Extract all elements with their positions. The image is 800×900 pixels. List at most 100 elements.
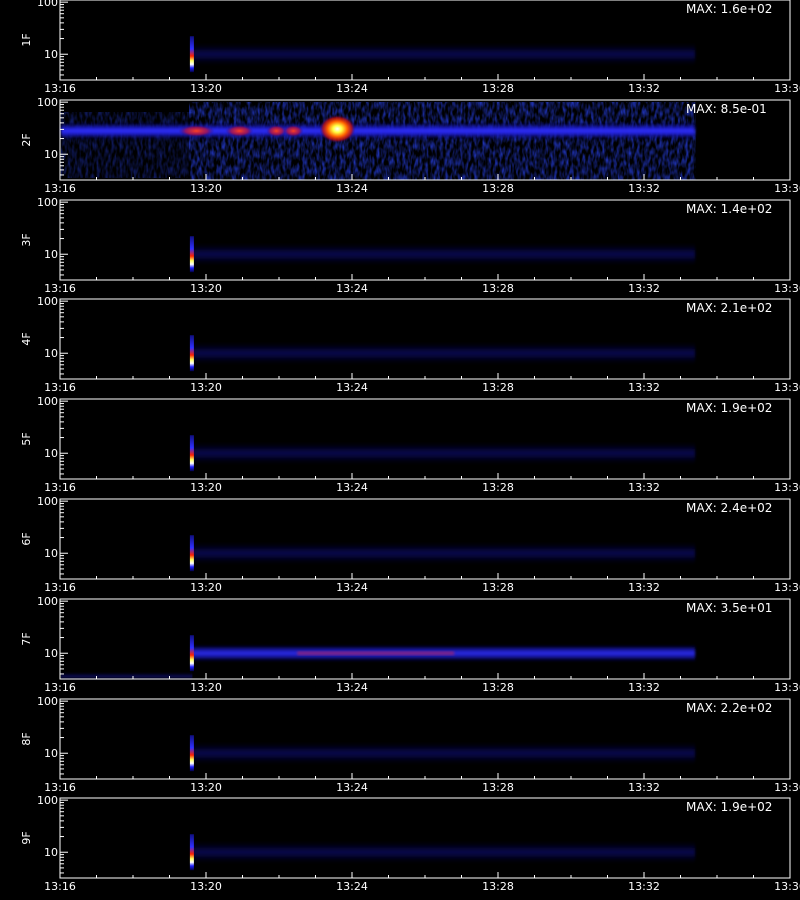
- burst: [189, 535, 194, 572]
- y-tick-label: 10: [44, 647, 58, 660]
- x-tick-label: 13:16: [44, 282, 76, 295]
- panel-7f: 10 100 13:16 13:20 13:24 13:28 13:32 13:36 7F MAX…: [20, 595, 800, 694]
- x-tick-label: 13:24: [336, 781, 368, 794]
- y-tick-label: 100: [37, 395, 58, 408]
- x-tick-label: 13:28: [482, 381, 514, 394]
- max-annotation: MAX: 1.6e+02: [686, 2, 772, 16]
- max-annotation: MAX: 1.9e+02: [686, 401, 772, 415]
- panel-3f: 10 100 13:16 13:20 13:24 13:28 13:32 13:36 3F MAX…: [20, 196, 800, 295]
- x-tick-label: 13:16: [44, 182, 76, 195]
- spectral-band: [191, 441, 696, 466]
- max-annotation: MAX: 8.5e-01: [686, 102, 767, 116]
- y-tick-label: 10: [44, 248, 58, 261]
- x-tick-label: 13:28: [482, 282, 514, 295]
- y-tick-label: 100: [37, 794, 58, 807]
- y-tick-label: 100: [37, 196, 58, 209]
- spectral-band: [191, 741, 696, 766]
- x-tick-label: 13:28: [482, 82, 514, 95]
- y-tick-label: 10: [44, 347, 58, 360]
- x-tick-label: 13:20: [190, 182, 222, 195]
- x-tick-label: 13:28: [482, 781, 514, 794]
- max-annotation: MAX: 2.2e+02: [686, 701, 772, 715]
- x-tick-label: 13:28: [482, 182, 514, 195]
- x-tick-label: 13:32: [628, 82, 660, 95]
- x-tick-label: 13:20: [190, 581, 222, 594]
- y-tick-label: 10: [44, 747, 58, 760]
- x-tick-label: 13:24: [336, 880, 368, 893]
- y-tick-label: 10: [44, 846, 58, 859]
- hotspot: [319, 114, 356, 143]
- panel-4f: 10 100 13:16 13:20 13:24 13:28 13:32 13:36 4F MAX…: [20, 295, 800, 394]
- plot-frame: [59, 398, 791, 480]
- burst: [189, 36, 194, 73]
- spectral-band: [191, 840, 696, 865]
- pre-burst-band: [61, 671, 193, 682]
- panel-1f: 10 100 13:16 13:20 13:24 13:28 13:32 13:36 1F MAX…: [20, 0, 800, 95]
- max-annotation: MAX: 1.9e+02: [686, 800, 772, 814]
- burst: [189, 335, 194, 372]
- spectral-band: [61, 121, 696, 140]
- x-tick-label: 13:32: [628, 182, 660, 195]
- y-tick-label: 10: [44, 447, 58, 460]
- plot-frame: [59, 0, 791, 81]
- x-tick-label: 13:32: [628, 282, 660, 295]
- x-tick-label: 13:32: [628, 381, 660, 394]
- x-tick-label: 13:16: [44, 781, 76, 794]
- x-tick-label: 13:24: [336, 82, 368, 95]
- panel-label: 1F: [20, 33, 33, 46]
- x-tick-label: 13:36: [774, 581, 800, 594]
- y-tick-label: 10: [44, 547, 58, 560]
- panel-label: 4F: [20, 332, 33, 345]
- y-tick-label: 100: [37, 595, 58, 608]
- x-tick-label: 13:16: [44, 681, 76, 694]
- x-tick-label: 13:20: [190, 781, 222, 794]
- band-core: [297, 651, 455, 656]
- x-tick-label: 13:32: [628, 481, 660, 494]
- max-annotation: MAX: 1.4e+02: [686, 202, 772, 216]
- x-tick-label: 13:24: [336, 681, 368, 694]
- panel-label: 2F: [20, 133, 33, 146]
- x-tick-label: 13:36: [774, 182, 800, 195]
- burst: [189, 236, 194, 273]
- x-tick-label: 13:36: [774, 82, 800, 95]
- y-tick-label: 10: [44, 48, 58, 61]
- x-tick-label: 13:20: [190, 282, 222, 295]
- x-tick-label: 13:36: [774, 880, 800, 893]
- x-tick-label: 13:36: [774, 681, 800, 694]
- burst: [189, 635, 194, 672]
- panel-label: 9F: [20, 831, 33, 844]
- x-tick-label: 13:16: [44, 880, 76, 893]
- x-tick-label: 13:32: [628, 581, 660, 594]
- burst: [189, 735, 194, 772]
- spectral-band: [191, 541, 696, 566]
- panel-label: 6F: [20, 532, 33, 545]
- plot-frame: [59, 298, 791, 380]
- max-annotation: MAX: 2.4e+02: [686, 501, 772, 515]
- y-tick-label: 100: [37, 96, 58, 109]
- x-tick-label: 13:32: [628, 681, 660, 694]
- spectral-band: [191, 42, 696, 67]
- burst: [189, 435, 194, 472]
- panel-6f: 10 100 13:16 13:20 13:24 13:28 13:32 13:36 6F MAX…: [20, 495, 800, 594]
- x-tick-label: 13:20: [190, 481, 222, 494]
- x-tick-label: 13:16: [44, 381, 76, 394]
- x-tick-label: 13:36: [774, 282, 800, 295]
- x-tick-label: 13:16: [44, 82, 76, 95]
- x-tick-label: 13:36: [774, 381, 800, 394]
- y-tick-label: 100: [37, 0, 58, 9]
- warm-spot: [283, 124, 304, 137]
- warm-spot: [178, 124, 215, 137]
- x-tick-label: 13:28: [482, 481, 514, 494]
- x-tick-label: 13:24: [336, 282, 368, 295]
- x-tick-label: 13:32: [628, 781, 660, 794]
- panel-2f: 10 100 13:16 13:20 13:24 13:28 13:32 13:36 2F MAX…: [20, 96, 800, 195]
- y-tick-label: 100: [37, 495, 58, 508]
- x-tick-label: 13:20: [190, 82, 222, 95]
- max-annotation: MAX: 2.1e+02: [686, 301, 772, 315]
- warm-spot: [266, 124, 287, 137]
- spectral-band: [191, 242, 696, 267]
- x-tick-label: 13:36: [774, 481, 800, 494]
- panel-label: 7F: [20, 632, 33, 645]
- x-tick-label: 13:28: [482, 681, 514, 694]
